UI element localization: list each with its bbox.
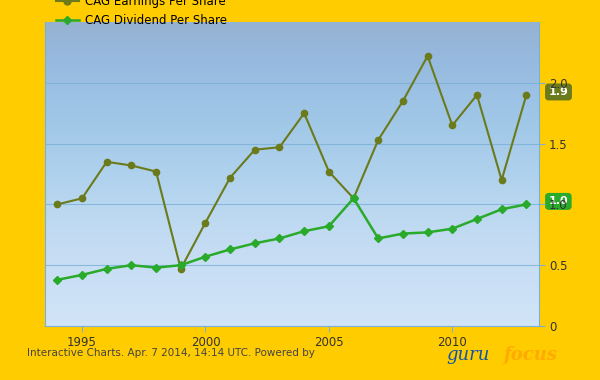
Text: 1.0: 1.0: [548, 196, 568, 206]
Text: focus: focus: [503, 346, 557, 364]
Legend: CAG Earnings Per Share, CAG Dividend Per Share: CAG Earnings Per Share, CAG Dividend Per…: [51, 0, 232, 32]
Text: Interactive Charts. Apr. 7 2014, 14:14 UTC. Powered by: Interactive Charts. Apr. 7 2014, 14:14 U…: [27, 348, 315, 358]
Text: 1.9: 1.9: [548, 87, 568, 97]
Text: guru: guru: [447, 346, 490, 364]
